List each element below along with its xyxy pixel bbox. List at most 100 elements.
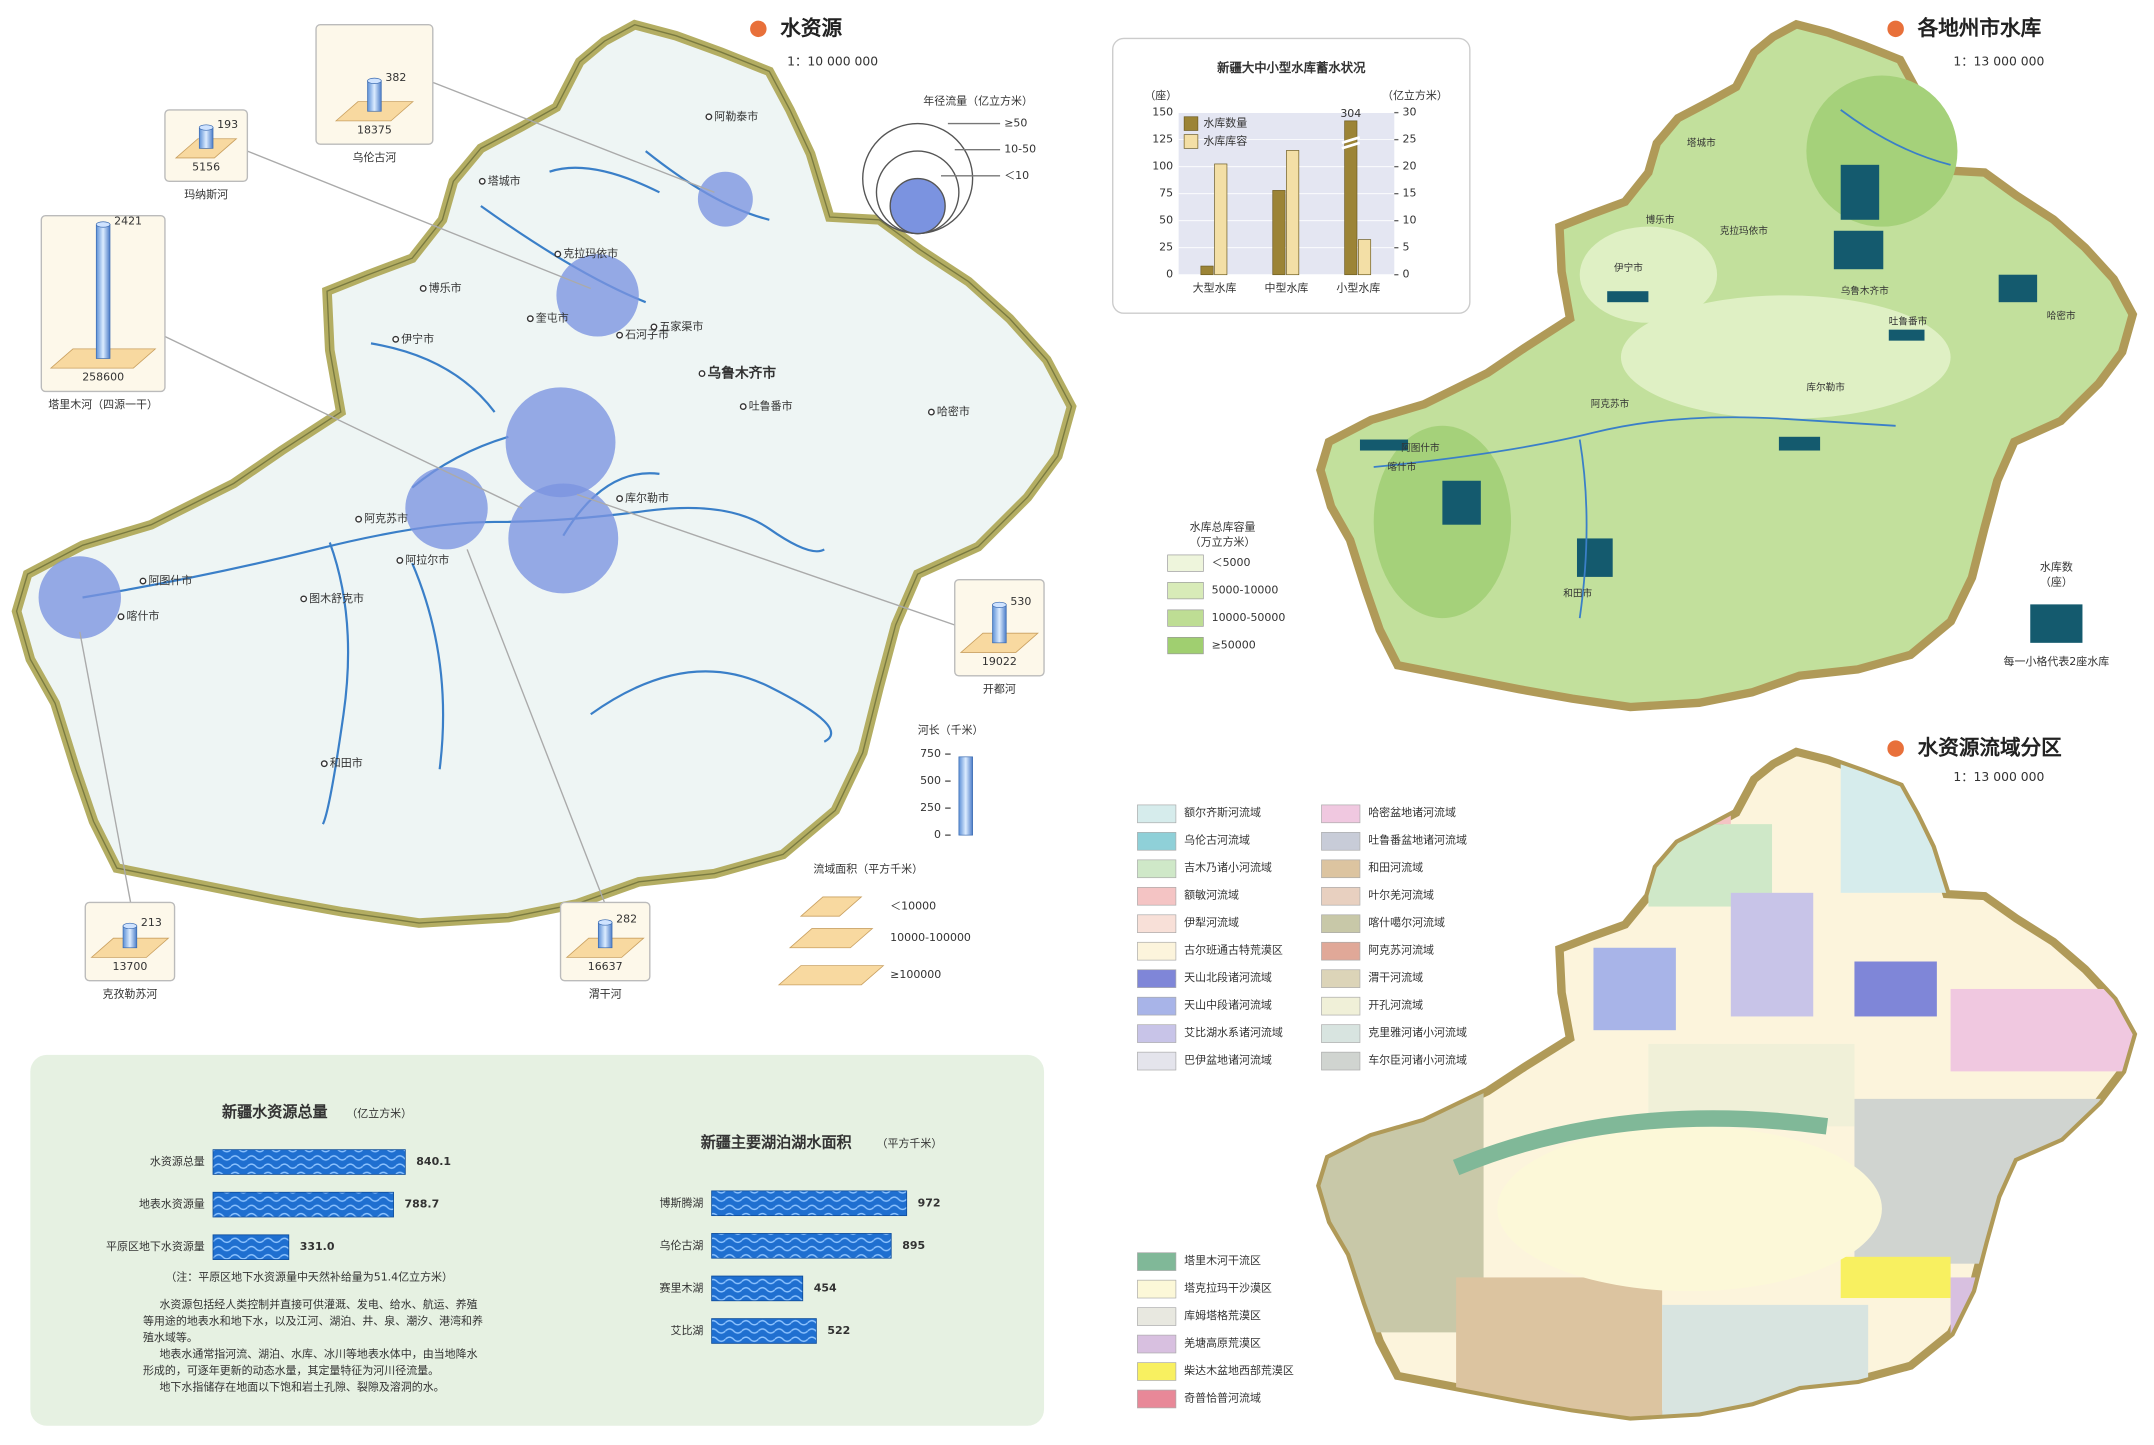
legend-swatch — [1167, 582, 1204, 600]
legend-label: 奇普恰普河流域 — [1184, 1390, 1261, 1404]
legend-label: 羌塘高原荒漠区 — [1184, 1335, 1261, 1349]
map-scale: 1：13 000 000 — [1953, 770, 2044, 784]
legend-title: 水库总库容量 — [1190, 519, 1256, 533]
city-label: 奎屯市 — [536, 311, 569, 325]
river-name: 开都河 — [983, 683, 1016, 696]
data-label: 331.0 — [300, 1240, 335, 1253]
tick-label: 250 — [920, 801, 941, 814]
area-label: 19022 — [982, 655, 1017, 668]
legend-swatch — [1137, 1389, 1177, 1409]
body-text: 水资源包括经人类控制并直接可供灌溉、发电、给水、航运、养殖 — [159, 1297, 477, 1311]
legend-swatch — [1137, 1334, 1177, 1354]
city-dot — [320, 760, 328, 768]
legend-swatch — [1137, 996, 1177, 1016]
legend-label: 车尔臣河诸小河流域 — [1368, 1052, 1467, 1066]
legend-swatch — [1137, 1051, 1177, 1071]
data-label: 895 — [902, 1239, 925, 1252]
legend-label: 克里雅河诸小河流域 — [1368, 1025, 1467, 1039]
legend-label: ＜10000 — [890, 900, 936, 913]
y-tick-label: 100 — [1152, 160, 1173, 173]
legend-swatch — [1137, 914, 1177, 934]
legend-swatch — [1183, 116, 1199, 131]
legend-swatch — [1137, 1307, 1177, 1326]
legend-label: 阿克苏河流域 — [1368, 943, 1434, 957]
x-tick-label: 小型水库 — [1336, 280, 1380, 294]
legend-label: ＜5000 — [1212, 556, 1251, 569]
city-label: 喀什市 — [1387, 461, 1416, 473]
river-length — [198, 127, 214, 149]
city-dot — [705, 113, 713, 121]
city-dot — [616, 495, 624, 503]
chart-title: 新疆主要湖泊湖水面积 — [701, 1133, 852, 1151]
legend-note: 每一小格代表2座水库 — [2004, 654, 2110, 668]
axis-break — [1341, 136, 1361, 150]
bar — [1286, 150, 1300, 276]
x-tick-label: 大型水库 — [1193, 280, 1237, 294]
legend-swatch — [1321, 1024, 1361, 1043]
river-name: 渭干河 — [589, 987, 622, 1000]
data-label: 972 — [918, 1196, 941, 1209]
city-dot — [355, 515, 363, 523]
y-tick-label: 75 — [1159, 187, 1173, 200]
y-tick-label: 150 — [1152, 106, 1173, 119]
y2-tick-label: 20 — [1403, 160, 1417, 173]
category-label: 艾比湖 — [670, 1324, 703, 1337]
map-title: 各地州市水库 — [1917, 16, 2042, 40]
city-dot — [396, 556, 404, 564]
city-dot — [650, 323, 658, 331]
legend-label: 塔里木河干流区 — [1184, 1253, 1261, 1267]
city-label: 阿图什市 — [1401, 442, 1440, 454]
callout-lines — [79, 81, 955, 903]
river-name: 乌伦古河 — [352, 150, 396, 164]
legend-title: 流域面积（平方千米） — [813, 861, 923, 875]
title-dot — [750, 20, 767, 38]
bar — [1358, 239, 1372, 276]
y2-tick-label: 30 — [1403, 106, 1417, 119]
cylinder-top — [367, 77, 382, 84]
legend-label: 天山中段诸河流域 — [1184, 997, 1272, 1011]
city-label: 哈密市 — [2047, 310, 2076, 322]
cylinder-top — [122, 922, 138, 930]
legend-cylinder — [958, 756, 973, 836]
runoff-circles — [38, 171, 753, 639]
legend-label: 吉木乃诸小河流域 — [1184, 860, 1272, 874]
legend-label: 10-50 — [1004, 143, 1036, 156]
legend-swatch — [1321, 969, 1361, 988]
area-label: 5156 — [192, 161, 220, 174]
city-dot — [117, 613, 125, 621]
legend-label: 伊犁河流域 — [1184, 915, 1239, 929]
category-label: 地表水资源量 — [139, 1197, 205, 1211]
length-label: 213 — [141, 916, 162, 929]
y-tick-label: 125 — [1152, 133, 1173, 146]
legend-label: 吐鲁番盆地诸河流域 — [1368, 833, 1467, 847]
legend-unit: （万立方米） — [1190, 535, 1256, 549]
river-name: 克孜勒苏河 — [102, 986, 157, 1000]
legend-swatch — [1321, 832, 1361, 851]
length-label: 382 — [385, 71, 406, 84]
bar — [711, 1190, 908, 1217]
legend-label: 额敏河流域 — [1184, 888, 1239, 902]
river-length — [367, 80, 382, 112]
length-label: 193 — [217, 118, 238, 131]
legend-title: 河长（千米） — [918, 724, 984, 737]
y-tick-label: 25 — [1159, 241, 1173, 254]
legend-label: 额尔齐斯河流域 — [1184, 805, 1261, 819]
legend-label: 哈密盆地诸河流域 — [1368, 805, 1456, 819]
body-text: 地表水通常指河流、湖泊、水库、冰川等地表水体中，由当地降水 — [159, 1346, 477, 1360]
city-label: 和田市 — [1563, 587, 1592, 599]
legend-swatch — [1137, 969, 1177, 988]
legend-label: 开孔河流域 — [1368, 997, 1423, 1011]
y2-tick-label: 5 — [1403, 241, 1410, 254]
city-label: 图木舒克市 — [309, 591, 364, 605]
city-label: 阿克苏市 — [364, 511, 408, 525]
bar — [1272, 190, 1286, 276]
cylinder-top — [198, 124, 214, 131]
legend-swatch — [1137, 804, 1177, 824]
title-dot — [1887, 740, 1904, 757]
area-label: 13700 — [112, 960, 147, 973]
legend-swatch — [1137, 859, 1177, 879]
city-label: 伊宁市 — [401, 331, 434, 345]
tick-label: 0 — [934, 828, 941, 841]
length-label: 2421 — [114, 215, 142, 228]
cylinder-top — [992, 601, 1007, 608]
